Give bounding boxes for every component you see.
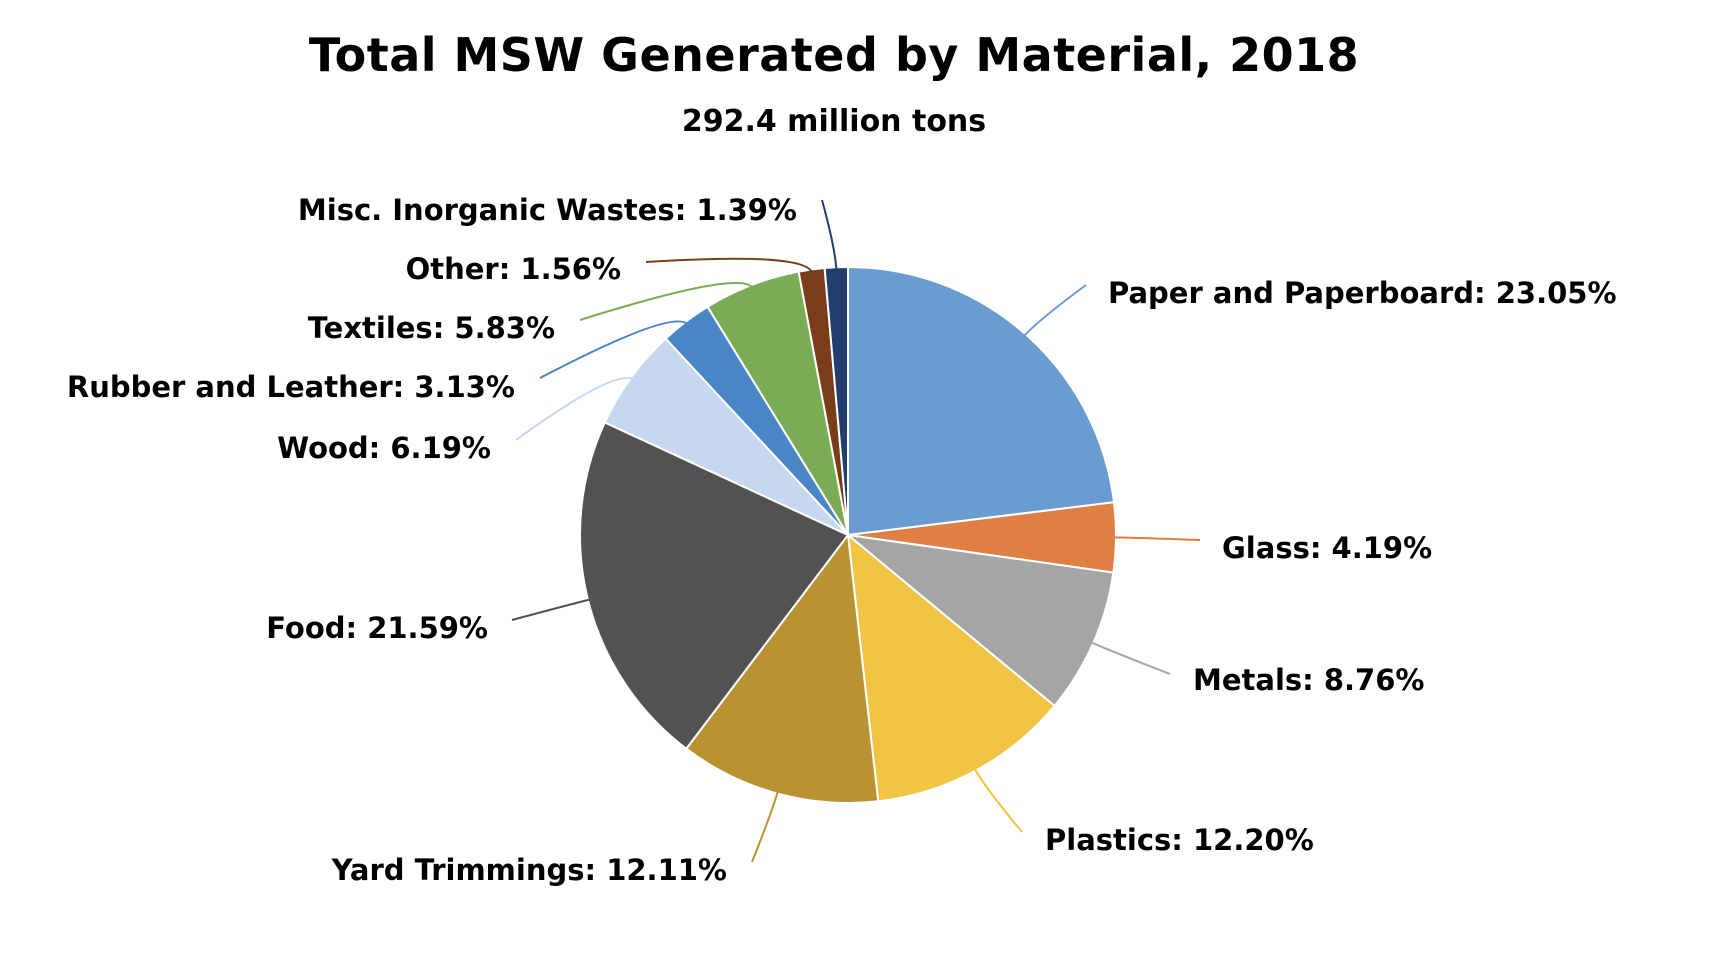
label-plastics: Plastics: 12.20% <box>1045 823 1314 857</box>
leader-line-yard-trimmings <box>751 789 780 863</box>
label-misc-inorganic-wastes: Misc. Inorganic Wastes: 1.39% <box>298 193 797 227</box>
leader-line-food <box>511 598 593 621</box>
label-paper-and-paperboard: Paper and Paperboard: 23.05% <box>1108 276 1617 310</box>
label-food: Food: 21.59% <box>266 611 488 645</box>
leader-line-plastics <box>972 766 1023 833</box>
slice-labels: Paper and Paperboard: 23.05% Glass: 4.19%… <box>67 193 1617 887</box>
label-rubber-and-leather: Rubber and Leather: 3.13% <box>67 370 515 404</box>
label-textiles: Textiles: 5.83% <box>308 311 555 345</box>
chart-subtitle: 292.4 million tons <box>681 104 987 139</box>
leader-line-textiles <box>579 281 754 321</box>
leader-line-glass <box>1111 536 1201 541</box>
slice-paper-and-paperboard <box>847 265 1116 537</box>
leader-line-wood <box>515 376 635 441</box>
label-yard-trimmings: Yard Trimmings: 12.11% <box>331 853 727 887</box>
chart-title: Total MSW Generated by Material, 2018 <box>308 28 1360 82</box>
leader-line-rubber-and-leather <box>539 320 689 379</box>
pie-slices <box>579 265 1117 804</box>
label-glass: Glass: 4.19% <box>1222 531 1432 565</box>
label-metals: Metals: 8.76% <box>1193 663 1424 697</box>
leader-line-metals <box>1089 640 1171 675</box>
label-wood: Wood: 6.19% <box>277 431 491 465</box>
leader-line-paper-and-paperboard <box>1022 284 1087 338</box>
leader-line-misc-inorganic-wastes <box>821 199 838 272</box>
label-leader-lines <box>511 199 1201 863</box>
leader-line-other <box>645 257 814 274</box>
label-other: Other: 1.56% <box>406 252 621 286</box>
